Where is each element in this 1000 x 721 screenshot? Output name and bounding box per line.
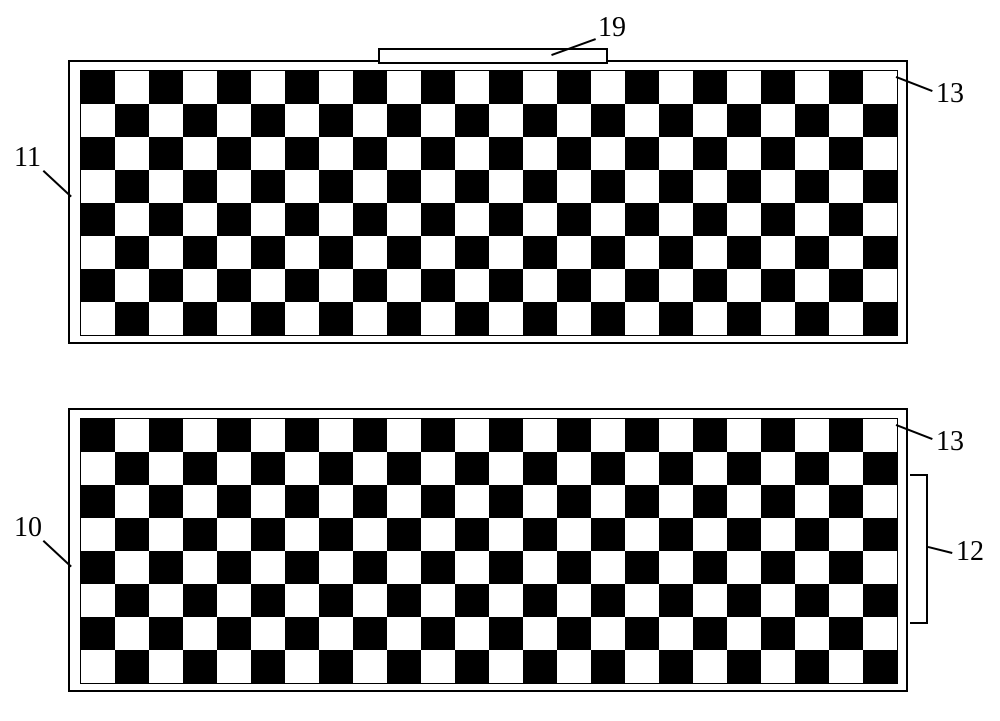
- top-tab: [378, 48, 608, 64]
- checker-area: [80, 418, 898, 684]
- label-l12: 12: [956, 536, 984, 568]
- label-l13b: 13: [936, 426, 964, 458]
- label-l10: 10: [14, 512, 42, 544]
- label-l11: 11: [14, 142, 41, 174]
- label-l13a: 13: [936, 78, 964, 110]
- bottom-panel: [68, 408, 908, 692]
- side-bracket: [910, 474, 928, 624]
- leader-12: [928, 546, 952, 554]
- top-panel: [68, 60, 908, 344]
- checker-area: [80, 70, 898, 336]
- label-l19: 19: [598, 12, 626, 44]
